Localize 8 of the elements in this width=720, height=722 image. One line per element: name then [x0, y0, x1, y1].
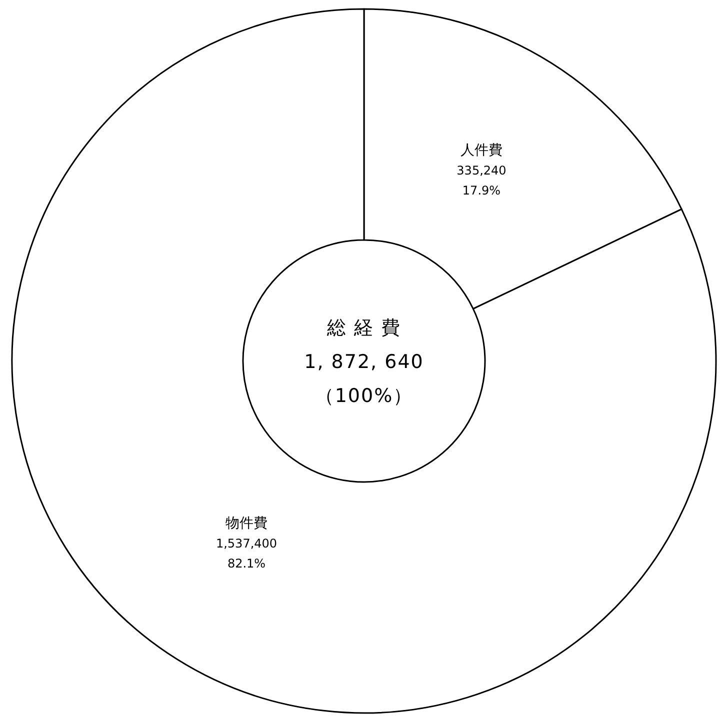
data-label: 335,240 17.9%	[456, 164, 506, 198]
data-label: 1,537,400 82.1%	[216, 536, 278, 570]
slice-label: 物件費	[226, 515, 268, 532]
text: （100%）	[314, 385, 414, 407]
slice-label: 人件費	[460, 142, 502, 159]
slice: 人件費 335,240 17.9%	[363, 8, 682, 310]
text: 総 経 費	[326, 317, 402, 339]
text: 1, 872, 640	[304, 351, 424, 373]
